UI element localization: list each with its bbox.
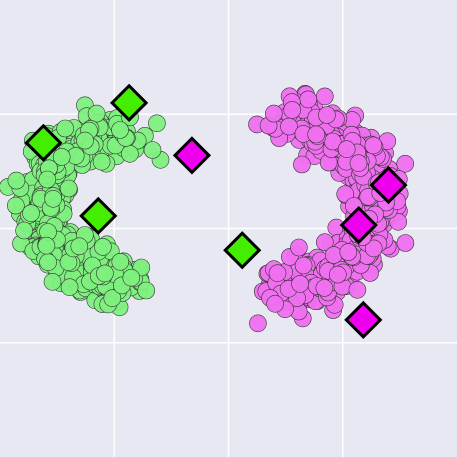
scatter-point-class-a [87, 104, 106, 123]
scatter-point-class-a [60, 278, 79, 297]
scatter-point-class-a [22, 204, 40, 222]
scatter-point-class-b [268, 264, 287, 283]
series-class-a [0, 96, 170, 317]
scatter-point-class-a [143, 141, 162, 159]
scatter-point-class-b [283, 101, 302, 119]
scatter-point-class-b [336, 185, 355, 203]
scatter-point-class-a [39, 253, 57, 272]
scatter-point-class-a [148, 114, 166, 133]
series-class-b [248, 85, 415, 333]
scatter-point-class-a [121, 145, 139, 163]
centroid-marker-class-b [339, 205, 378, 245]
scatter-point-class-a [38, 170, 57, 189]
scatter-point-class-b [349, 154, 368, 172]
scatter-point-class-a [76, 131, 94, 150]
centroid-marker-class-a [79, 196, 118, 236]
scatter-point-class-b [337, 140, 356, 158]
scatter-point-class-b [348, 280, 367, 299]
scatter-point-class-a [7, 171, 26, 190]
scatter-point-class-b [315, 87, 334, 106]
scatter-point-class-a [111, 252, 130, 271]
centroid-marker-class-b [172, 136, 212, 175]
scatter-point-class-a [7, 196, 25, 215]
scatter-point-class-a [111, 121, 129, 139]
scatter-point-class-a [137, 281, 155, 300]
scatter-point-class-a [94, 238, 112, 256]
scatter-point-class-a [122, 268, 141, 287]
scatter-point-class-a [96, 264, 114, 283]
scatter-point-class-b [294, 256, 313, 275]
scatter-point-class-b [264, 104, 283, 123]
scatter-point-class-a [70, 237, 89, 256]
centroid-marker-class-a [109, 83, 149, 122]
scatter-point-class-b [315, 279, 334, 297]
scatter-point-class-b [318, 106, 336, 124]
scatter-point-class-b [249, 314, 267, 333]
scatter-point-class-a [103, 289, 122, 308]
scatter-point-class-a [44, 190, 63, 208]
scatter-point-class-b [307, 125, 326, 144]
scatter-point-class-a [59, 179, 78, 198]
centroid-markers [24, 83, 408, 340]
centroid-marker-class-b [369, 165, 408, 205]
centroid-marker-class-a [24, 123, 63, 162]
scatter-point-class-b [291, 275, 309, 293]
scatter-point-class-a [15, 221, 33, 240]
scatter-point-class-b [324, 246, 343, 264]
scatter-point-class-b [280, 117, 298, 136]
scatter-point-class-b [389, 213, 408, 231]
scatter-point-class-a [56, 119, 74, 138]
scatter-point-class-b [364, 136, 383, 155]
scatter-point-class-a [52, 148, 71, 166]
centroid-marker-class-a [223, 231, 262, 270]
centroid-marker-class-b [344, 300, 383, 340]
scatter-point-class-a [92, 152, 111, 171]
scatter-point-class-b [315, 233, 334, 251]
scatter-point-class-b [364, 239, 383, 258]
scatter-point-class-a [43, 272, 62, 291]
scatter-point-class-b [290, 238, 308, 257]
scatter-point-class-b [396, 234, 415, 252]
scatter-point-class-b [266, 294, 284, 313]
scatter-point-class-a [37, 236, 56, 255]
scatter-point-class-b [328, 265, 347, 284]
scatter-point-class-b [339, 243, 358, 261]
scatter-point-class-b [299, 90, 318, 109]
scatter-point-class-b [396, 155, 415, 173]
scatter-point-class-b [293, 155, 311, 174]
